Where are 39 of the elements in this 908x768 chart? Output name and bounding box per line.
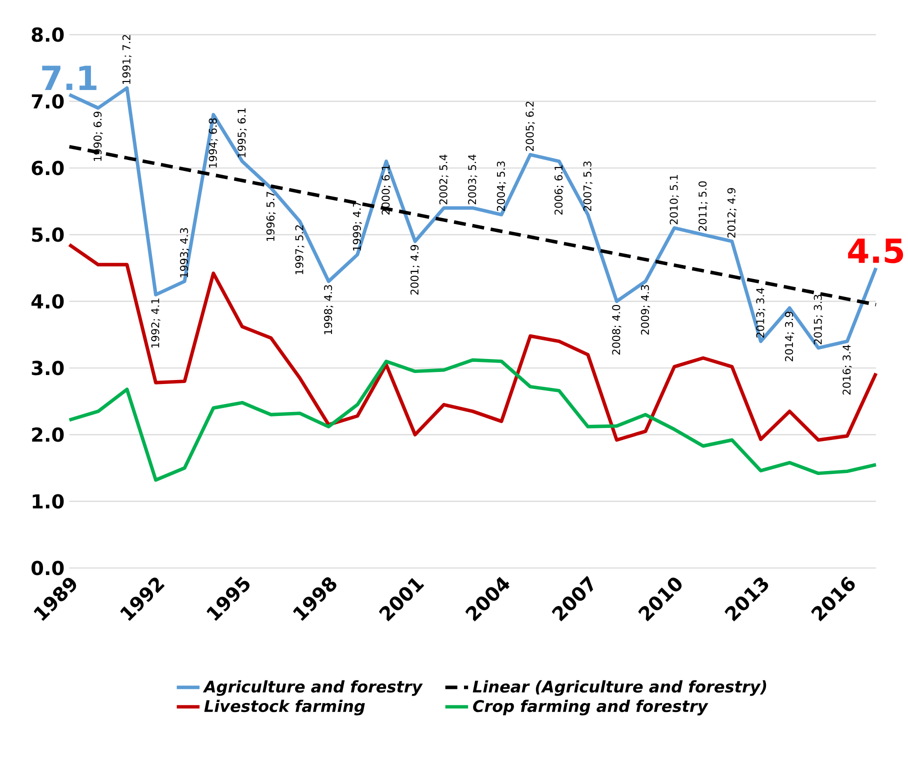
data-label: 7.1: [42, 66, 96, 90]
data-label: 2014; 3.9: [784, 312, 794, 362]
data-label: 2009; 4.3: [640, 285, 650, 335]
data-label: 4.5: [848, 238, 904, 264]
data-label: 1992; 4.1: [151, 298, 160, 348]
y-tick-label: 0.0: [32, 560, 64, 576]
legend-label: Linear (Agriculture and forestry): [472, 680, 766, 696]
data-label: 2006; 6.1: [554, 165, 564, 215]
y-tick-label: 3.0: [32, 360, 64, 376]
data-label: 2002; 5.4: [439, 154, 448, 204]
data-label: 2007; 5.3: [583, 162, 592, 211]
data-label: 2012; 4.9: [727, 188, 737, 238]
data-label: 1995; 6.1: [238, 108, 247, 158]
legend-label: Livestock farming: [204, 700, 365, 716]
y-tick-label: 5.0: [32, 227, 64, 242]
y-tick-label: 7.0: [32, 94, 64, 109]
y-tick-label: 8.0: [32, 27, 64, 42]
data-label: 1998; 4.3: [324, 285, 334, 334]
data-label: 2001; 4.9: [410, 245, 420, 295]
data-label: 2004; 5.3: [496, 162, 506, 211]
y-tick-label: 4.0: [31, 294, 64, 309]
data-label: 2013; 3.4: [756, 288, 766, 338]
data-label: 1996; 5.7: [266, 192, 276, 241]
legend-label: Crop farming and forestry: [473, 700, 708, 716]
data-label: 2015; 3.3: [814, 294, 823, 344]
data-label: 2003; 5.4: [468, 154, 478, 204]
data-label: 1997; 5.2: [295, 225, 304, 274]
data-label: 2016; 3.4: [842, 344, 852, 395]
y-tick-label: 6.0: [32, 160, 64, 176]
data-label: 2008; 4.0: [612, 304, 622, 355]
data-label: 1993; 4.3: [180, 228, 190, 278]
data-label: 1994; 6.8: [208, 118, 218, 168]
legend-label: Agriculture and forestry: [202, 680, 423, 696]
data-label: 1991; 7.2: [122, 35, 132, 84]
data-label: 2010; 5.1: [670, 174, 679, 224]
data-label: 2011; 5.0: [698, 181, 708, 231]
y-tick-label: 2.0: [32, 427, 64, 442]
data-label: 2005; 6.2: [526, 102, 535, 151]
y-tick-label: 1.0: [32, 494, 64, 509]
